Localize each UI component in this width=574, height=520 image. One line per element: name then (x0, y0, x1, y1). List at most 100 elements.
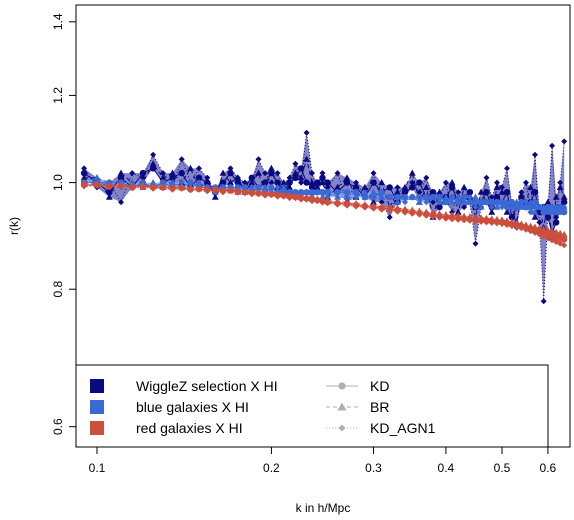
point-series-0-kd-30 (319, 174, 326, 181)
point-series-0-br-23 (280, 179, 288, 186)
point-series-0-kd-57 (503, 189, 511, 196)
point-series-2-br-37 (378, 203, 386, 210)
point-series-2-kd_agn1-15 (227, 188, 234, 195)
point-series-1-kd_agn1-61 (523, 199, 529, 206)
point-series-0-br-24 (286, 183, 293, 190)
point-series-0-kd-26 (297, 165, 305, 172)
point-series-2-kd_agn1-3 (118, 183, 124, 190)
point-series-1-br-55 (493, 203, 501, 210)
band-series-1 (84, 177, 565, 213)
point-series-0-kd_agn1-15 (227, 165, 234, 172)
point-series-1-br-36 (370, 188, 377, 195)
legend: WiggleZ selection X HI blue galaxies X H… (75, 364, 549, 448)
point-series-0-kd-0 (80, 169, 88, 177)
point-series-0-br-12 (203, 179, 211, 186)
point-series-1-br-23 (280, 183, 288, 190)
point-series-0-br-43 (422, 183, 430, 190)
point-series-0-kd-11 (195, 174, 203, 181)
point-series-0-br-27 (303, 155, 310, 162)
point-series-2-kd_agn1-48 (455, 216, 462, 223)
point-series-1-br-59 (513, 198, 521, 205)
point-series-2-kd_agn1-52 (478, 218, 485, 225)
point-series-2-kd_agn1-18 (248, 191, 255, 198)
point-series-2-kd_agn1-44 (430, 213, 436, 220)
point-series-0-kd-53 (483, 189, 490, 196)
point-series-1-kd-10 (187, 179, 194, 186)
point-series-0-kd_agn1-3 (118, 199, 124, 206)
point-series-2-br-41 (408, 206, 416, 213)
point-series-2-kd_agn1-22 (274, 193, 281, 200)
point-series-0-br-30 (319, 179, 326, 186)
point-series-2-kd_agn1-17 (241, 190, 248, 197)
point-series-2-br-68 (552, 228, 560, 235)
point-series-0-kd_agn1-19 (255, 156, 262, 163)
point-series-2-br-32 (334, 198, 341, 205)
point-series-1-br-32 (334, 193, 341, 200)
legend-swatch-blue (90, 400, 104, 414)
point-series-0-br-36 (370, 198, 377, 205)
point-series-1-br-63 (531, 208, 539, 215)
point-series-0-kd-18 (248, 174, 255, 181)
point-series-0-kd-68 (553, 219, 560, 226)
point-series-0-kd-25 (292, 174, 299, 181)
point-series-0-kd-50 (466, 189, 474, 196)
point-series-0-kd_agn1-61 (523, 179, 529, 186)
point-series-2-br-51 (472, 213, 479, 220)
point-series-0-br-19 (255, 169, 262, 176)
point-series-1-kd_agn1-55 (494, 199, 500, 206)
point-series-1-kd_agn1-38 (386, 194, 393, 201)
point-series-2-kd_agn1-21 (268, 192, 275, 199)
point-series-1-br-43 (422, 193, 430, 200)
point-series-1-kd-45 (436, 193, 443, 201)
point-series-2-kd_agn1-36 (370, 205, 377, 212)
legend-label-wigglez: WiggleZ selection X HI (136, 378, 278, 394)
point-series-0-kd_agn1-12 (204, 174, 211, 181)
point-series-1-br-56 (498, 198, 506, 205)
point-series-2-kd_agn1-62 (527, 228, 534, 235)
point-series-0-kd_agn1-68 (553, 214, 560, 221)
point-series-0-kd_agn1-9 (178, 156, 185, 163)
point-series-1-kd_agn1-9 (178, 179, 185, 186)
legend-label-br: BR (370, 399, 389, 415)
point-series-0-br-52 (477, 188, 485, 195)
legend-marker-kd-agn1 (338, 424, 346, 432)
point-series-1-kd_agn1-63 (532, 204, 538, 211)
point-series-2-kd_agn1-1 (94, 182, 100, 189)
point-series-0-br-35 (361, 183, 369, 190)
point-series-2-br-49 (460, 212, 468, 219)
point-series-0-br-70 (560, 193, 568, 200)
point-series-1-kd_agn1-62 (527, 209, 534, 216)
point-series-0-kd-34 (352, 184, 360, 191)
point-series-0-kd-33 (343, 179, 351, 186)
point-series-1-kd_agn1-67 (549, 209, 556, 216)
point-series-0-kd-45 (436, 203, 443, 211)
point-series-0-br-14 (219, 169, 227, 176)
point-series-2-kd_agn1-41 (409, 210, 416, 217)
point-series-0-kd_agn1-25 (292, 160, 299, 167)
point-series-0-kd-42 (416, 179, 423, 186)
point-series-2-kd_agn1-40 (402, 209, 408, 216)
point-series-0-kd_agn1-54 (488, 194, 495, 201)
point-series-2-br-53 (483, 214, 490, 221)
point-series-2-br-43 (422, 208, 430, 215)
point-series-1-br-17 (241, 183, 249, 190)
point-series-0-kd-70 (561, 198, 568, 206)
y-tick-label-4: 1.4 (51, 13, 65, 30)
point-series-0-kd_agn1-37 (378, 199, 385, 206)
point-series-1-kd_agn1-44 (430, 194, 436, 201)
point-series-0-br-0 (80, 174, 88, 181)
point-series-0-kd-40 (401, 189, 409, 196)
point-series-1-kd_agn1-42 (416, 194, 423, 201)
point-series-2-br-40 (401, 205, 409, 212)
point-series-0-kd-31 (324, 179, 331, 186)
point-series-0-kd_agn1-21 (268, 179, 275, 186)
point-series-2-kd_agn1-37 (378, 206, 385, 213)
point-series-2-br-44 (429, 209, 437, 216)
point-series-0-br-56 (498, 188, 506, 195)
point-series-0-kd_agn1-11 (196, 165, 202, 172)
point-series-0-kd-9 (178, 169, 185, 177)
point-series-1-br-31 (324, 188, 331, 195)
point-series-0-br-37 (378, 179, 386, 186)
point-series-0-kd_agn1-32 (334, 170, 341, 177)
point-series-1-kd_agn1-49 (461, 199, 468, 206)
